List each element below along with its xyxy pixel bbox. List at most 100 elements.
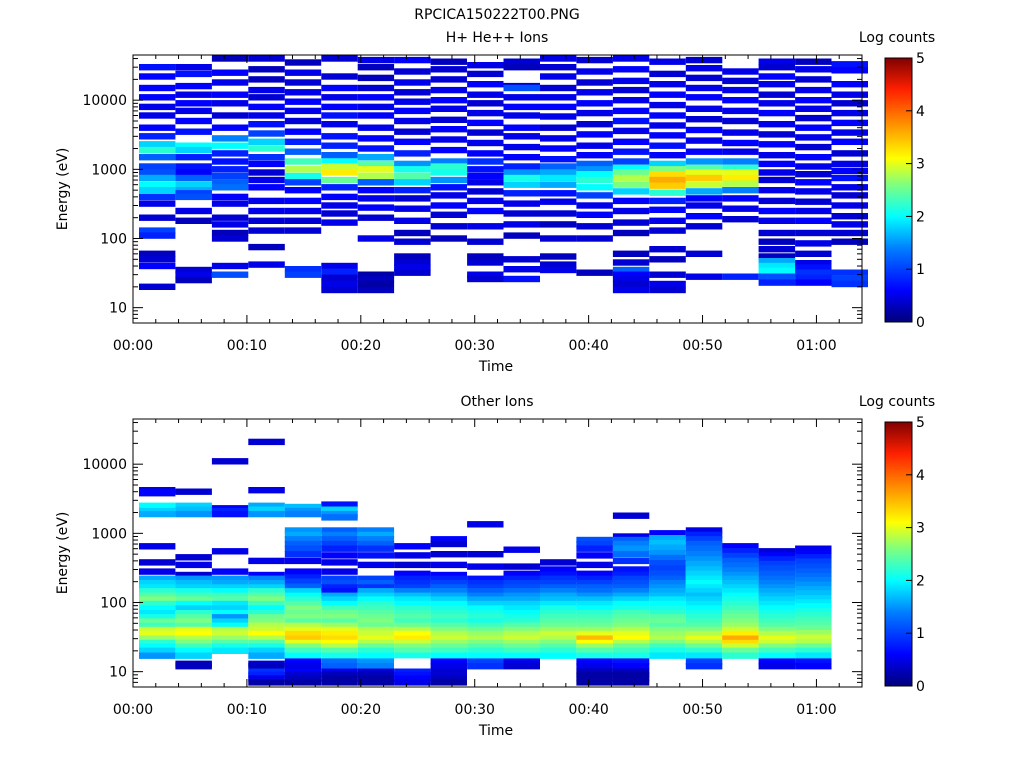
heatmap-cell [722, 592, 759, 599]
heatmap-cell [576, 652, 613, 659]
heatmap-cell [321, 169, 358, 176]
heatmap-cell [576, 596, 613, 603]
heatmap-cell [612, 622, 650, 629]
heatmap-cell [248, 86, 285, 94]
heatmap-cell [576, 79, 613, 86]
heatmap-cell [758, 273, 796, 280]
heatmap-cell [758, 618, 796, 625]
heatmap-cell [685, 584, 723, 591]
heatmap-cell [175, 626, 212, 634]
heatmap-cell [758, 81, 796, 88]
heatmap-cell [685, 202, 723, 209]
heatmap-cell [795, 616, 832, 623]
heatmap-cell [284, 635, 322, 642]
heatmap-cell [576, 605, 613, 612]
heatmap-cell [722, 600, 759, 608]
heatmap-cell [430, 540, 467, 548]
heatmap-cell [649, 171, 686, 178]
heatmap-cell [175, 630, 212, 638]
heatmap-cell [321, 536, 358, 543]
heatmap-cell [722, 86, 759, 94]
heatmap-cell [139, 84, 176, 92]
x-axis: 00:00 00:10 00:20 00:30 00:40 00:50 01:00 [113, 419, 863, 718]
heatmap-cell [175, 190, 212, 197]
heatmap-cell [357, 658, 395, 665]
heatmap-cell [576, 635, 613, 642]
heatmap-cell [211, 100, 249, 107]
heatmap-cell [685, 626, 723, 634]
heatmap-cell [722, 187, 759, 194]
heatmap-cell [430, 211, 467, 218]
heatmap-cell [321, 121, 358, 128]
heatmap-cell [321, 193, 358, 201]
heatmap-cell [758, 663, 796, 670]
heatmap-cell [649, 610, 686, 617]
heatmap-cell [284, 545, 322, 552]
heatmap-cell [685, 560, 723, 568]
heatmap-cell [394, 229, 431, 237]
heatmap-cell [357, 112, 395, 119]
heatmap-cell [175, 575, 212, 582]
heatmap-cell [795, 545, 832, 552]
heatmap-cell [576, 671, 613, 678]
heatmap-cell [175, 107, 212, 115]
heatmap-cell [284, 510, 322, 518]
heatmap-cell [576, 626, 613, 634]
heatmap-cell [175, 510, 212, 518]
heatmap-cell [321, 618, 358, 625]
heatmap-cell [758, 100, 796, 107]
colorbar-tick-label: 0 [916, 315, 925, 331]
heatmap-cell [211, 600, 249, 608]
heatmap-cell [503, 174, 540, 182]
heatmap-cell [357, 103, 395, 111]
heatmap-cell [211, 235, 249, 242]
heatmap-cell [284, 614, 322, 621]
heatmap-cell [795, 86, 832, 94]
heatmap-cell [722, 180, 759, 187]
heatmap-cell [357, 575, 395, 582]
heatmap-cell [321, 527, 358, 534]
heatmap-cell [649, 580, 686, 587]
heatmap-cell [685, 618, 723, 625]
heatmap-cell [649, 626, 686, 634]
heatmap-cell [540, 113, 577, 120]
heatmap-cell [722, 97, 759, 104]
heatmap-cell [248, 575, 285, 582]
heatmap-cell [139, 635, 176, 642]
heatmap-cell [321, 675, 358, 682]
heatmap-cell [722, 567, 759, 574]
heatmap-cell [612, 610, 650, 617]
heatmap-cell [357, 643, 395, 650]
heatmap-cell [649, 596, 686, 603]
heatmap-cell [284, 574, 322, 581]
heatmap-cell [831, 202, 868, 209]
colorbar: 0 1 2 3 4 5 [884, 51, 925, 331]
heatmap-cell [576, 600, 613, 608]
heatmap-cell [649, 618, 686, 625]
heatmap-cell [394, 259, 431, 266]
heatmap-cell [612, 286, 650, 294]
x-axis: 00:00 00:10 00:20 00:30 00:40 00:50 01:00 [113, 55, 863, 354]
heatmap-cell [175, 181, 212, 188]
heatmap-cell [284, 148, 322, 155]
heatmap-cell [649, 122, 686, 129]
heatmap-cell [248, 243, 285, 251]
colorbar-gradient [884, 421, 913, 687]
heatmap-cell [576, 639, 613, 647]
heatmap-cell [321, 671, 358, 678]
heatmap-cell [685, 540, 723, 548]
heatmap-cell [430, 671, 467, 678]
heatmap-cell [758, 622, 796, 629]
heatmap-cell [649, 58, 686, 65]
heatmap-cell [357, 652, 395, 659]
heatmap-cell [248, 502, 285, 509]
heatmap-cell [612, 639, 650, 647]
heatmap-cell [540, 124, 577, 131]
heatmap-cell [795, 568, 832, 575]
heatmap-cell [430, 635, 467, 642]
heatmap-cell [175, 64, 212, 71]
heatmap-cell [467, 618, 504, 625]
heatmap-cell [576, 131, 613, 138]
heatmap-cell [321, 163, 358, 170]
heatmap-cell [467, 271, 504, 278]
